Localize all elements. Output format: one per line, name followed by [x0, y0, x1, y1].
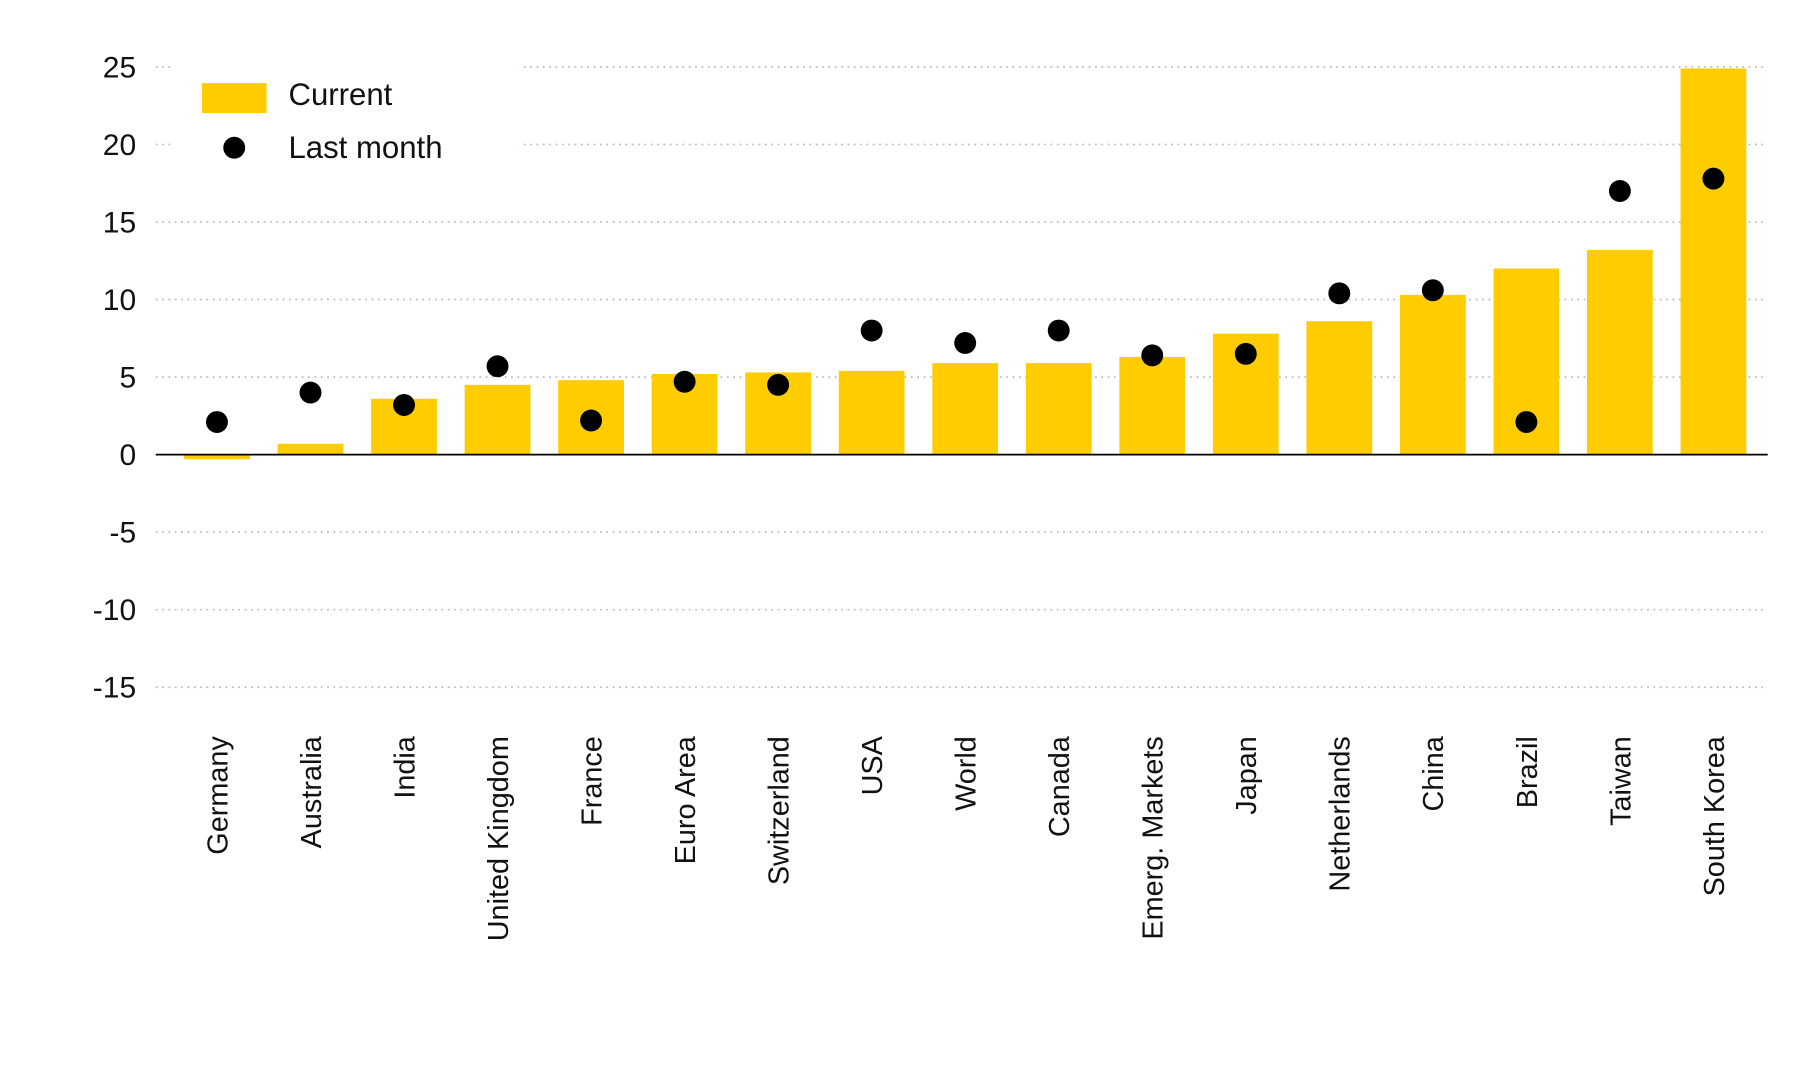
- bar: [1399, 294, 1466, 455]
- bar: [1680, 68, 1747, 455]
- legend-swatch: [201, 83, 267, 114]
- dot: [1234, 342, 1257, 365]
- legend-swatch: [223, 136, 246, 159]
- bar: [1119, 356, 1186, 455]
- dot: [860, 319, 883, 342]
- bar: [184, 454, 250, 460]
- x-tick-label: Brazil: [1512, 736, 1544, 808]
- legend: Current Last month: [173, 46, 520, 191]
- x-tick-label: Netherlands: [1325, 736, 1357, 891]
- x-tick-label: South Korea: [1699, 735, 1731, 896]
- marks: [184, 68, 1747, 460]
- bar: [464, 384, 531, 455]
- bar: [277, 443, 344, 455]
- x-tick-label: Australia: [296, 735, 328, 848]
- dot: [954, 331, 977, 354]
- dot: [767, 373, 790, 396]
- dot: [1421, 279, 1444, 302]
- dot: [1141, 344, 1164, 367]
- dot: [1515, 411, 1538, 434]
- x-tick-label: Euro Area: [670, 735, 702, 864]
- dot: [1608, 180, 1631, 202]
- bar: [838, 370, 905, 455]
- dot: [393, 394, 415, 416]
- x-tick-label: Switzerland: [764, 736, 796, 885]
- x-tick-label: China: [1418, 735, 1450, 811]
- x-tick-label: Taiwan: [1605, 736, 1637, 826]
- y-tick-label: 15: [103, 206, 136, 239]
- y-tick-label: -5: [109, 517, 136, 550]
- x-tick-label: United Kingdom: [483, 736, 515, 941]
- dot: [673, 370, 696, 393]
- y-tick-label: -15: [93, 672, 136, 705]
- bar: [1025, 363, 1092, 455]
- y-tick-label: 5: [119, 361, 136, 394]
- bar: [1587, 249, 1653, 455]
- dot: [299, 381, 322, 404]
- axis: -15 -10 -5 0 5 10 15 20 25 Germany Australia India U…: [93, 51, 1768, 941]
- x-tick-label: Japan: [1231, 736, 1263, 815]
- dot: [1702, 167, 1725, 190]
- x-tick-label: France: [576, 736, 608, 826]
- dot: [580, 409, 603, 432]
- x-tick-label: Canada: [1044, 735, 1076, 837]
- y-tick-label: 25: [103, 51, 136, 84]
- dot: [205, 411, 228, 434]
- x-tick-label: World: [951, 736, 983, 811]
- legend-label: Current: [288, 77, 392, 112]
- y-tick-label: 10: [103, 284, 136, 317]
- y-tick-label: 0: [119, 439, 136, 472]
- x-tick-label: USA: [857, 735, 889, 795]
- legend-background: [173, 46, 520, 191]
- dot: [1047, 319, 1070, 342]
- x-tick-label: Germany: [202, 736, 234, 855]
- bar: [932, 363, 999, 455]
- x-tick-label: India: [389, 735, 421, 798]
- x-tick-label: Emerg. Markets: [1138, 736, 1170, 939]
- bar: [1306, 321, 1373, 455]
- dot: [486, 355, 509, 378]
- y-tick-label: -10: [93, 594, 136, 627]
- y-tick-label: 20: [103, 129, 136, 162]
- legend-label: Last month: [288, 130, 442, 165]
- dot: [1328, 282, 1351, 305]
